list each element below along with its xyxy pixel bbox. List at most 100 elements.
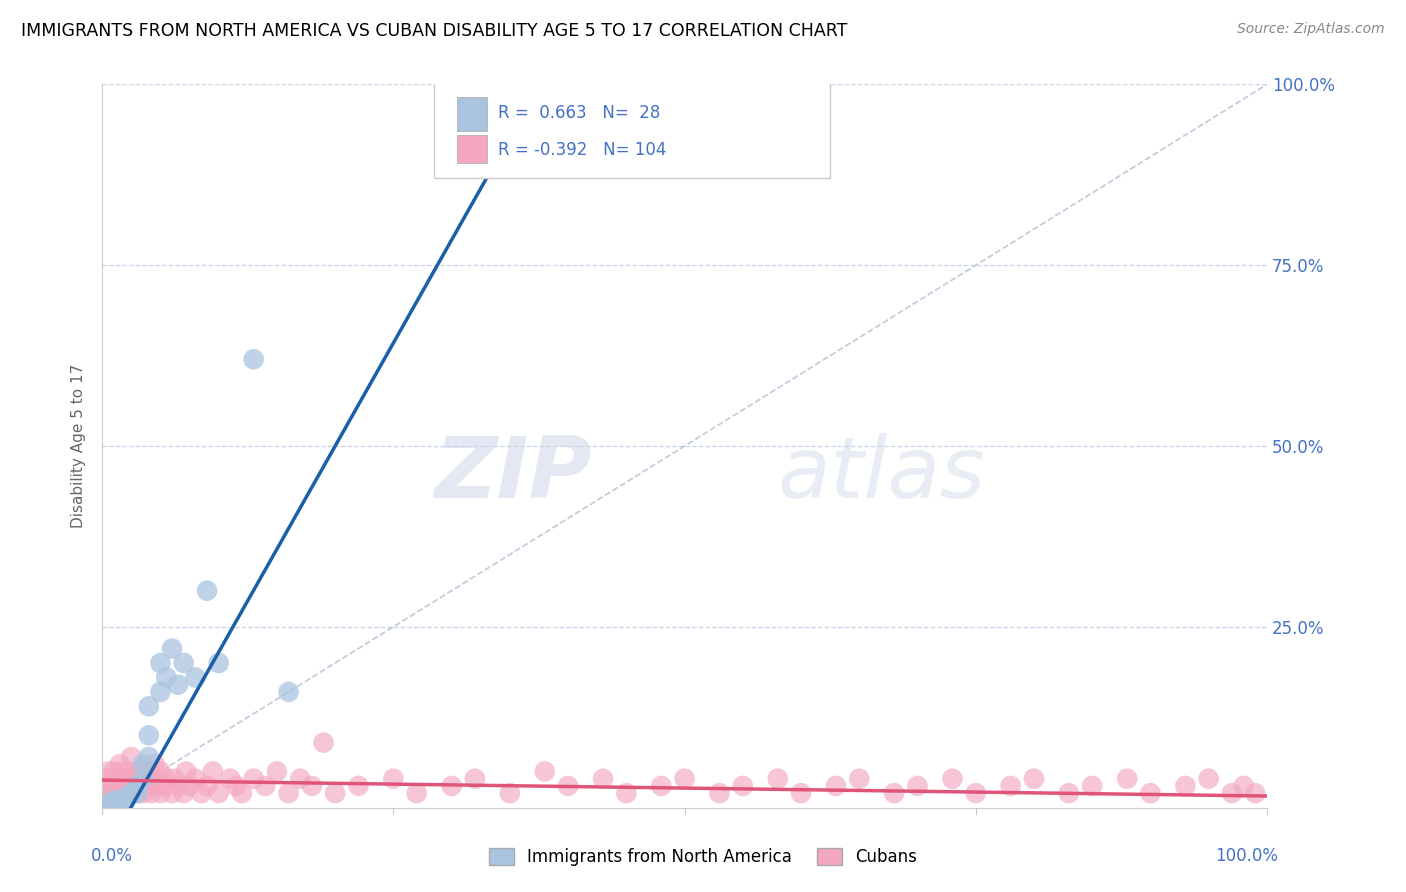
Point — [174, 764, 197, 779]
Point — [254, 779, 277, 793]
Point — [848, 772, 870, 786]
Point — [219, 772, 242, 786]
Point — [208, 786, 231, 800]
Point — [195, 583, 218, 598]
Point — [673, 772, 696, 786]
Point — [105, 786, 128, 800]
Point — [1139, 786, 1161, 800]
Point — [790, 786, 813, 800]
Point — [149, 656, 172, 670]
Point — [179, 779, 201, 793]
Text: R =  0.663   N=  28: R = 0.663 N= 28 — [498, 104, 661, 122]
Point — [190, 786, 212, 800]
Point — [149, 685, 172, 699]
Point — [108, 793, 131, 807]
Point — [825, 779, 848, 793]
Text: Source: ZipAtlas.com: Source: ZipAtlas.com — [1237, 22, 1385, 37]
Point — [103, 797, 125, 811]
Point — [208, 656, 231, 670]
Point — [129, 764, 152, 779]
Point — [139, 786, 162, 800]
Point — [120, 772, 142, 786]
Point — [440, 779, 463, 793]
Point — [138, 779, 160, 793]
Point — [225, 779, 247, 793]
Point — [347, 779, 370, 793]
Point — [127, 786, 149, 800]
Point — [592, 772, 614, 786]
Point — [907, 779, 929, 793]
Point — [146, 772, 169, 786]
Point — [108, 793, 131, 807]
Point — [100, 797, 122, 811]
Point — [127, 779, 149, 793]
Point — [98, 779, 121, 793]
Point — [114, 772, 136, 786]
Point — [277, 786, 299, 800]
Text: R = -0.392   N= 104: R = -0.392 N= 104 — [498, 141, 666, 159]
Point — [103, 793, 125, 807]
Point — [155, 772, 177, 786]
Point — [97, 797, 120, 811]
Point — [650, 779, 672, 793]
Point — [122, 779, 145, 793]
Point — [114, 793, 136, 807]
Point — [127, 786, 149, 800]
Point — [184, 670, 207, 684]
Point — [277, 685, 299, 699]
Point — [464, 772, 486, 786]
Text: 0.0%: 0.0% — [90, 847, 132, 865]
Point — [312, 735, 335, 749]
Point — [1000, 779, 1022, 793]
Point — [499, 786, 522, 800]
FancyBboxPatch shape — [457, 96, 486, 131]
Point — [97, 786, 120, 800]
Point — [94, 797, 117, 811]
Point — [100, 786, 122, 800]
Point — [143, 757, 166, 772]
Point — [290, 772, 312, 786]
Point — [195, 779, 218, 793]
Point — [522, 81, 544, 95]
Point — [533, 764, 555, 779]
Point — [117, 786, 139, 800]
Point — [557, 779, 579, 793]
Point — [108, 772, 131, 786]
Point — [105, 772, 128, 786]
Point — [152, 779, 174, 793]
Point — [114, 793, 136, 807]
Point — [112, 772, 135, 786]
Legend: Immigrants from North America, Cubans: Immigrants from North America, Cubans — [481, 840, 925, 875]
Point — [149, 786, 172, 800]
Point — [105, 779, 128, 793]
Text: atlas: atlas — [778, 434, 986, 516]
Point — [301, 779, 323, 793]
Text: ZIP: ZIP — [434, 434, 592, 516]
Point — [941, 772, 963, 786]
Text: IMMIGRANTS FROM NORTH AMERICA VS CUBAN DISABILITY AGE 5 TO 17 CORRELATION CHART: IMMIGRANTS FROM NORTH AMERICA VS CUBAN D… — [21, 22, 848, 40]
Point — [709, 786, 731, 800]
Point — [160, 786, 183, 800]
Point — [108, 797, 131, 811]
Point — [110, 779, 132, 793]
Point — [173, 656, 195, 670]
Point — [103, 797, 125, 811]
Point — [132, 757, 155, 772]
Point — [135, 772, 157, 786]
Point — [143, 779, 166, 793]
Point — [100, 772, 122, 786]
Point — [167, 678, 190, 692]
Point — [201, 764, 224, 779]
Point — [111, 764, 134, 779]
Point — [163, 772, 186, 786]
Point — [120, 786, 142, 800]
Point — [266, 764, 288, 779]
Point — [103, 779, 125, 793]
Point — [127, 772, 149, 786]
Point — [108, 786, 131, 800]
Point — [231, 786, 253, 800]
Point — [108, 757, 131, 772]
Point — [98, 797, 121, 811]
Point — [114, 789, 136, 804]
Point — [614, 786, 637, 800]
